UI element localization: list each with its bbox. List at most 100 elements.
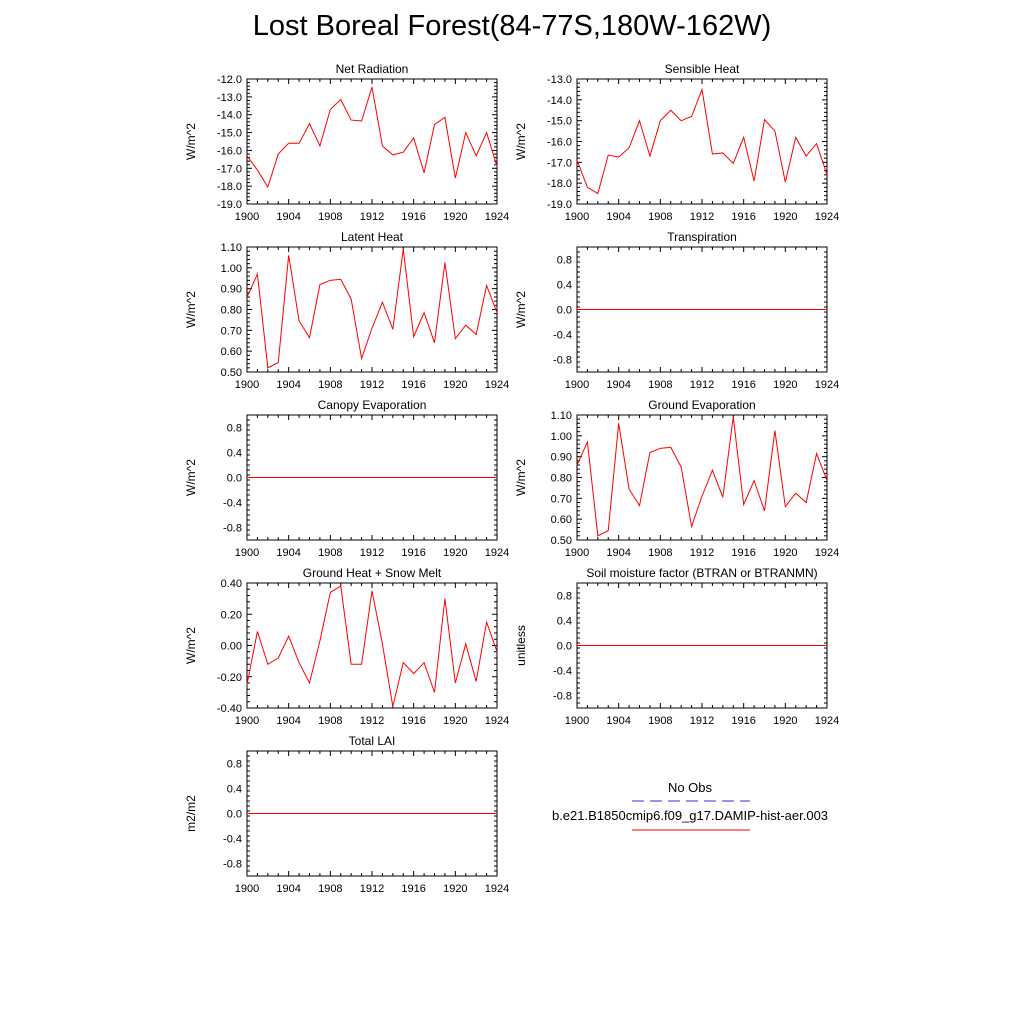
panel-sensible-heat: 1900 1904 1908 1912 1916 1920 1924 -13.0 -14.0 -1…	[514, 62, 839, 223]
y-tick-label: -16.0	[547, 137, 572, 149]
y-tick-label: 0.4	[557, 616, 572, 628]
x-tick-label: 1920	[443, 379, 467, 391]
x-tick-label: 1912	[690, 211, 714, 223]
x-tick-label: 1900	[235, 715, 259, 727]
y-axis-label: W/m^2	[514, 291, 528, 328]
series-line	[246, 86, 498, 189]
y-tick-label: -17.0	[547, 157, 572, 169]
x-tick-label: 1904	[276, 883, 300, 895]
x-tick-label: 1908	[318, 211, 342, 223]
x-tick-label: 1900	[235, 547, 259, 559]
x-tick-label: 1904	[276, 379, 300, 391]
x-tick-label: 1920	[773, 547, 797, 559]
x-tick-label: 1920	[773, 379, 797, 391]
y-axis-label: W/m^2	[184, 459, 198, 496]
x-tick-label: 1916	[731, 547, 755, 559]
y-tick-label: 0.0	[227, 473, 242, 485]
y-tick-label: -13.0	[547, 74, 572, 86]
y-tick-label: -0.8	[223, 523, 242, 535]
x-tick-label: 1908	[648, 547, 672, 559]
x-tick-label: 1916	[731, 211, 755, 223]
y-tick-label: 1.10	[221, 242, 242, 254]
x-tick-label: 1900	[565, 715, 589, 727]
y-tick-label: 0.8	[227, 423, 242, 435]
x-tick-label: 1912	[360, 883, 384, 895]
panel-canopy-evaporation: 1900 1904 1908 1912 1916 1920 1924 0.8 0.4 0.0 -0.…	[184, 398, 509, 559]
y-tick-label: 0.50	[551, 535, 572, 547]
x-tick-label: 1916	[401, 211, 425, 223]
panel-title: Canopy Evaporation	[318, 398, 427, 412]
panel-title: Total LAI	[349, 734, 396, 748]
plot-frame	[576, 78, 828, 205]
x-tick-label: 1924	[485, 715, 509, 727]
x-tick-label: 1904	[276, 547, 300, 559]
x-tick-label: 1924	[485, 547, 509, 559]
x-tick-label: 1908	[318, 715, 342, 727]
x-tick-label: 1908	[648, 715, 672, 727]
series-line	[246, 585, 498, 707]
y-tick-label: 1.10	[551, 410, 572, 422]
y-tick-label: 0.50	[221, 367, 242, 379]
x-tick-label: 1900	[235, 211, 259, 223]
y-axis-label: W/m^2	[184, 123, 198, 160]
panel-ground-evaporation: 1900 1904 1908 1912 1916 1920 1924 1.10 1.00 0.90…	[514, 398, 839, 559]
x-tick-label: 1920	[443, 547, 467, 559]
plot-frame	[246, 246, 498, 373]
x-tick-label: 1912	[360, 211, 384, 223]
y-tick-label: -0.8	[223, 859, 242, 871]
y-tick-label: 0.80	[221, 305, 242, 317]
y-tick-label: 0.60	[551, 514, 572, 526]
y-tick-label: -0.40	[217, 703, 242, 715]
legend-label-model: b.e21.B1850cmip6.f09_g17.DAMIP-hist-aer.…	[552, 808, 828, 823]
panel-title: Sensible Heat	[665, 62, 740, 76]
panel-title: Latent Heat	[341, 230, 404, 244]
y-tick-label: -0.4	[223, 834, 242, 846]
y-tick-label: 0.8	[557, 255, 572, 267]
x-tick-label: 1916	[401, 883, 425, 895]
y-tick-label: -0.4	[553, 330, 572, 342]
series-line	[246, 249, 498, 369]
y-tick-label: -14.0	[217, 110, 242, 122]
y-tick-label: -15.0	[217, 128, 242, 140]
y-tick-label: -19.0	[217, 199, 242, 211]
y-tick-label: -13.0	[217, 92, 242, 104]
panel-latent-heat: 1900 1904 1908 1912 1916 1920 1924 1.10 1.00 0.90…	[184, 230, 509, 391]
y-tick-label: -0.8	[553, 355, 572, 367]
panel-total-lai: 1900 1904 1908 1912 1916 1920 1924 0.8 0.4 0.0 -0.…	[184, 734, 509, 895]
y-tick-label: 0.20	[221, 609, 242, 621]
y-axis-label: W/m^2	[514, 123, 528, 160]
y-tick-label: 0.8	[227, 759, 242, 771]
x-tick-label: 1916	[401, 715, 425, 727]
panel-title: Ground Heat + Snow Melt	[303, 566, 442, 580]
y-tick-label: 0.70	[221, 325, 242, 337]
x-tick-label: 1924	[485, 379, 509, 391]
x-tick-label: 1920	[773, 211, 797, 223]
y-tick-label: 1.00	[221, 263, 242, 275]
x-tick-label: 1920	[443, 211, 467, 223]
y-tick-label: 0.4	[227, 448, 242, 460]
x-tick-label: 1900	[565, 547, 589, 559]
legend-label-no-obs: No Obs	[668, 780, 713, 795]
x-tick-label: 1904	[606, 547, 630, 559]
y-axis-label: W/m^2	[184, 291, 198, 328]
panel-title: Ground Evaporation	[648, 398, 755, 412]
x-tick-label: 1904	[276, 211, 300, 223]
panel-title: Transpiration	[667, 230, 737, 244]
y-axis-label: m2/m2	[184, 795, 198, 832]
x-tick-label: 1900	[235, 379, 259, 391]
plot-frame	[576, 414, 828, 541]
x-tick-label: 1908	[318, 547, 342, 559]
panel-transpiration: 1900 1904 1908 1912 1916 1920 1924 0.8 0.4 0.0 -0.…	[514, 230, 839, 391]
y-tick-label: -0.20	[217, 672, 242, 684]
y-tick-label: 0.80	[551, 473, 572, 485]
x-tick-label: 1912	[690, 379, 714, 391]
y-tick-label: -17.0	[217, 163, 242, 175]
x-tick-label: 1912	[360, 379, 384, 391]
y-tick-label: 0.40	[221, 578, 242, 590]
x-tick-label: 1916	[401, 547, 425, 559]
plot-frame	[246, 78, 498, 205]
y-tick-label: -0.8	[553, 691, 572, 703]
y-tick-label: -15.0	[547, 116, 572, 128]
x-tick-label: 1900	[235, 883, 259, 895]
